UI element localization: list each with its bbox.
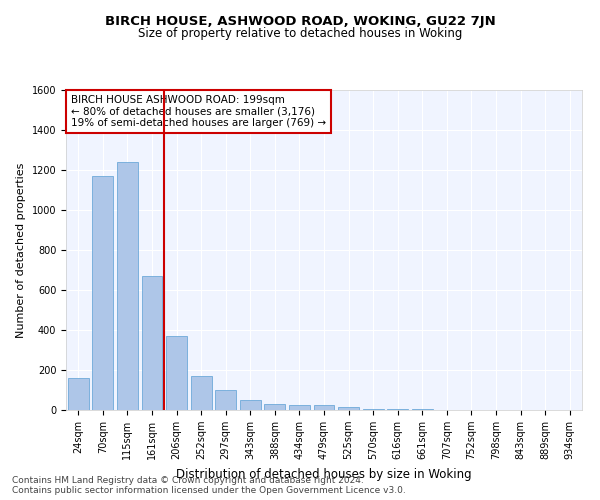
Bar	[166, 336, 187, 410]
Bar	[191, 376, 212, 410]
Bar	[289, 405, 310, 410]
Bar	[362, 409, 383, 410]
Text: Contains HM Land Registry data © Crown copyright and database right 2024.
Contai: Contains HM Land Registry data © Crown c…	[12, 476, 406, 495]
Bar	[142, 276, 163, 410]
Bar	[68, 378, 89, 410]
Bar	[387, 409, 408, 410]
Bar	[338, 407, 359, 410]
Bar	[92, 176, 113, 410]
Text: BIRCH HOUSE ASHWOOD ROAD: 199sqm
← 80% of detached houses are smaller (3,176)
19: BIRCH HOUSE ASHWOOD ROAD: 199sqm ← 80% o…	[71, 95, 326, 128]
Bar	[265, 404, 286, 410]
Bar	[314, 405, 334, 410]
X-axis label: Distribution of detached houses by size in Woking: Distribution of detached houses by size …	[176, 468, 472, 480]
Bar	[117, 162, 138, 410]
Text: Size of property relative to detached houses in Woking: Size of property relative to detached ho…	[138, 28, 462, 40]
Bar	[240, 400, 261, 410]
Text: BIRCH HOUSE, ASHWOOD ROAD, WOKING, GU22 7JN: BIRCH HOUSE, ASHWOOD ROAD, WOKING, GU22 …	[104, 15, 496, 28]
Y-axis label: Number of detached properties: Number of detached properties	[16, 162, 26, 338]
Bar	[215, 390, 236, 410]
